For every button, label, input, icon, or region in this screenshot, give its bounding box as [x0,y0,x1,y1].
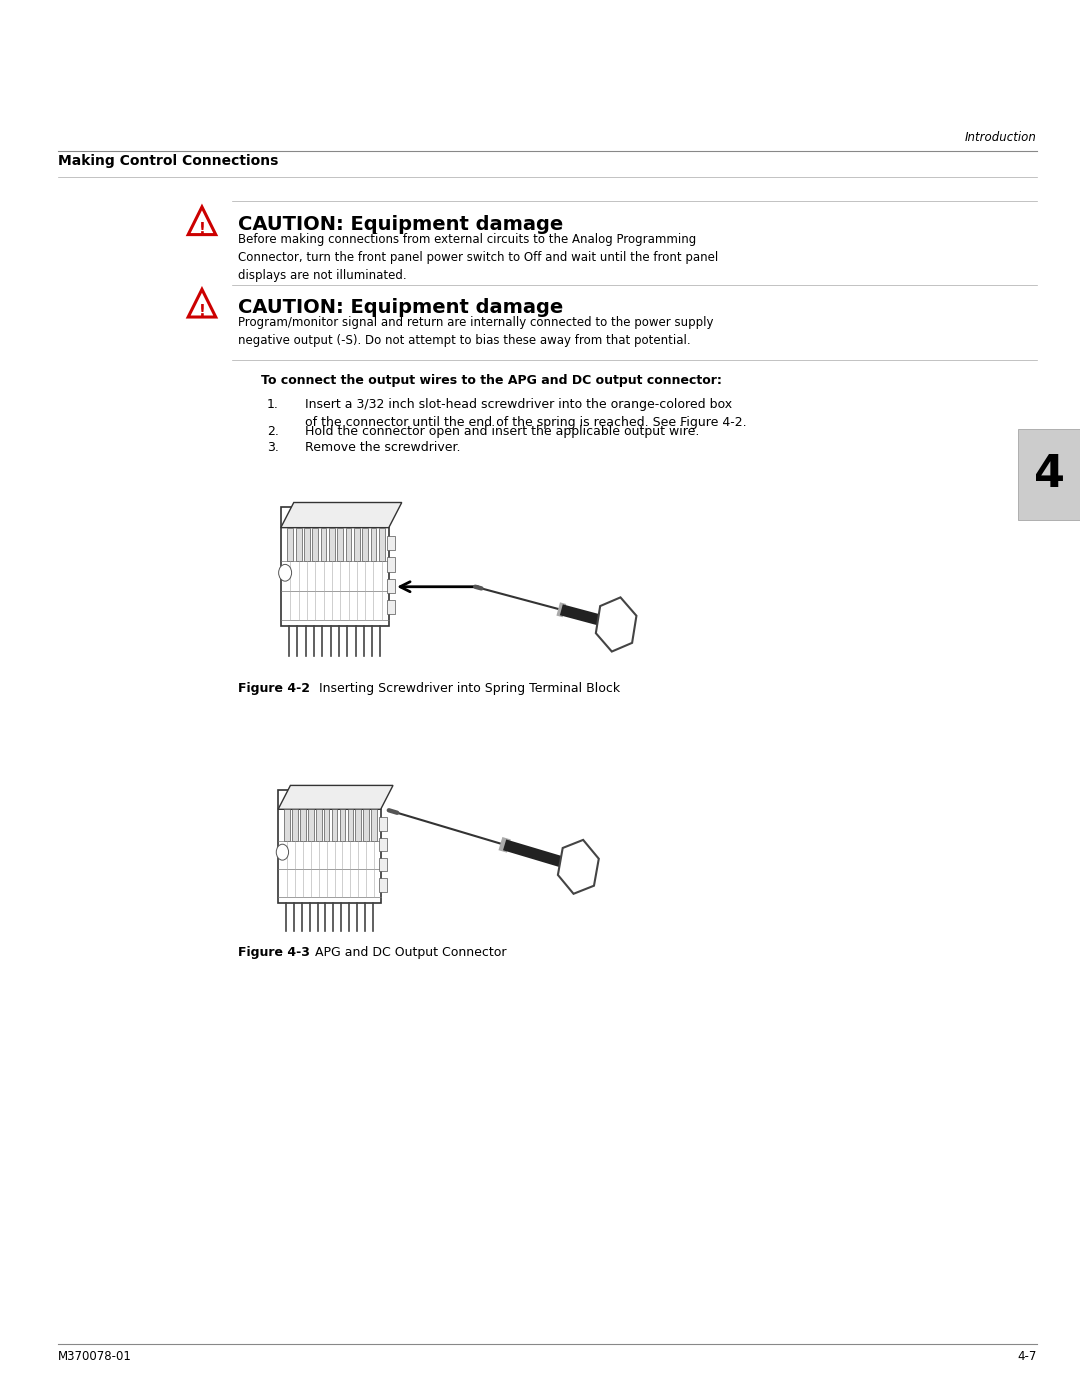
FancyBboxPatch shape [321,528,326,562]
FancyBboxPatch shape [354,528,360,562]
Text: Hold the connector open and insert the applicable output wire.: Hold the connector open and insert the a… [305,425,699,437]
Text: !: ! [199,222,205,236]
Polygon shape [188,207,216,235]
Text: Making Control Connections: Making Control Connections [58,154,279,168]
FancyBboxPatch shape [329,528,335,562]
Text: Introduction: Introduction [964,131,1037,144]
FancyBboxPatch shape [279,791,381,902]
FancyBboxPatch shape [340,809,346,841]
Polygon shape [558,840,598,894]
Text: Remove the screwdriver.: Remove the screwdriver. [305,441,460,454]
Text: 2.: 2. [267,425,279,437]
FancyBboxPatch shape [387,557,395,571]
FancyBboxPatch shape [324,809,329,841]
FancyBboxPatch shape [305,528,310,562]
FancyBboxPatch shape [372,809,377,841]
Text: 4: 4 [1034,453,1065,496]
Text: 4-7: 4-7 [1017,1351,1037,1363]
FancyBboxPatch shape [287,528,294,562]
Polygon shape [188,289,216,317]
Text: 1.: 1. [267,398,279,411]
Text: CAUTION: Equipment damage: CAUTION: Equipment damage [238,215,563,235]
FancyBboxPatch shape [378,817,387,831]
Text: CAUTION: Equipment damage: CAUTION: Equipment damage [238,298,563,317]
FancyBboxPatch shape [387,601,395,615]
Polygon shape [281,503,402,528]
Text: Program/monitor signal and return are internally connected to the power supply
n: Program/monitor signal and return are in… [238,316,713,346]
FancyBboxPatch shape [363,809,369,841]
FancyBboxPatch shape [281,507,389,626]
Text: 3.: 3. [267,441,279,454]
Text: Inserting Screwdriver into Spring Terminal Block: Inserting Screwdriver into Spring Termin… [311,682,620,694]
FancyBboxPatch shape [312,528,319,562]
FancyBboxPatch shape [296,528,301,562]
FancyBboxPatch shape [378,858,387,872]
Text: Before making connections from external circuits to the Analog Programming
Conne: Before making connections from external … [238,233,718,282]
Circle shape [276,844,288,861]
FancyBboxPatch shape [362,528,368,562]
Circle shape [279,564,292,581]
FancyBboxPatch shape [378,838,387,851]
FancyBboxPatch shape [379,528,384,562]
FancyBboxPatch shape [346,528,351,562]
Text: Figure 4-3: Figure 4-3 [238,946,310,958]
FancyBboxPatch shape [293,809,298,841]
FancyBboxPatch shape [387,578,395,592]
FancyBboxPatch shape [1018,429,1080,520]
Polygon shape [279,785,393,809]
FancyBboxPatch shape [378,879,387,891]
FancyBboxPatch shape [348,809,353,841]
Text: Figure 4-2: Figure 4-2 [238,682,310,694]
FancyBboxPatch shape [332,809,337,841]
Text: !: ! [199,305,205,319]
Text: M370078-01: M370078-01 [58,1351,132,1363]
Text: APG and DC Output Connector: APG and DC Output Connector [307,946,507,958]
Text: To connect the output wires to the APG and DC output connector:: To connect the output wires to the APG a… [261,374,723,387]
FancyBboxPatch shape [308,809,313,841]
Text: Insert a 3/32 inch slot-head screwdriver into the orange-colored box
of the conn: Insert a 3/32 inch slot-head screwdriver… [305,398,746,429]
FancyBboxPatch shape [370,528,376,562]
Polygon shape [596,598,636,651]
FancyBboxPatch shape [316,809,322,841]
FancyBboxPatch shape [387,536,395,550]
FancyBboxPatch shape [284,809,289,841]
FancyBboxPatch shape [300,809,306,841]
FancyBboxPatch shape [337,528,343,562]
FancyBboxPatch shape [355,809,361,841]
